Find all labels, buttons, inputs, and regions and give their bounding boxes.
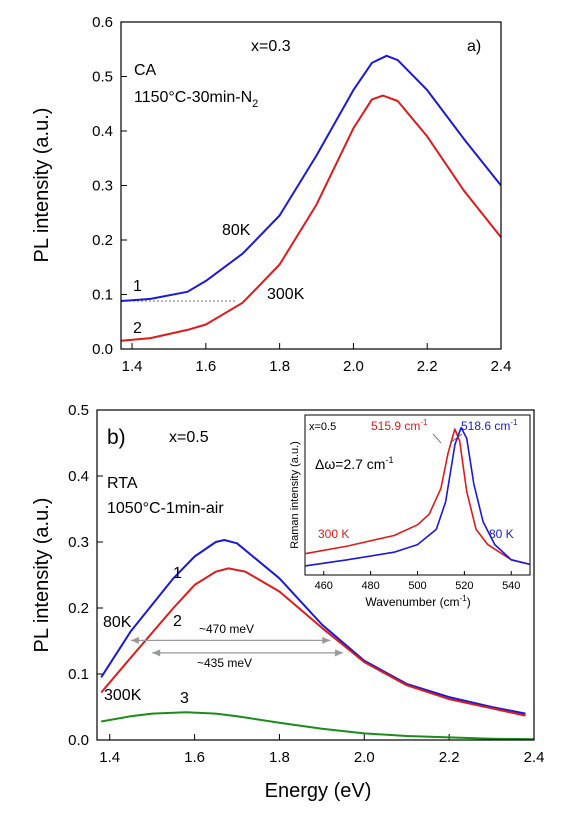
inset-peak-blue-text: 518.6 cm: [461, 419, 510, 433]
inset-label-300k: 300 K: [318, 527, 349, 541]
y-tick-label-b: 0.4: [68, 468, 89, 485]
plot-frame-b: [96, 409, 535, 741]
condition-label-b: 1050°C-1min-air: [107, 500, 224, 517]
shift-435-label: ~435 meV: [197, 656, 252, 670]
shift-arrow-head-right-2: [335, 649, 344, 657]
condition-label-a: 1150°C-30min-N2: [134, 89, 258, 110]
condition-sub-a: 2: [252, 98, 258, 110]
inset-peak-red-sup: -1: [420, 418, 428, 427]
y-ticks-a: 0.0 0.1 0.2 0.3 0.4 0.5 0.6: [92, 14, 127, 358]
y-tick-label-a: 0.4: [92, 123, 113, 140]
composition-label-a: x=0.3: [251, 38, 291, 55]
y-tick-label-b: 0.5: [68, 402, 89, 419]
x-tick-label-b: 2.0: [354, 749, 375, 766]
inset-x-tick-label: 520: [455, 580, 473, 592]
x-tick-label-a: 1.8: [269, 358, 290, 375]
panel-label-a: a): [467, 38, 481, 55]
y-tick-label-a: 0.6: [92, 14, 113, 31]
inset-x-ticks: 460 480 500 520 540: [315, 571, 520, 592]
panel-a: PL intensity (a.u.) 0.00.10.20.30.40.50.…: [31, 14, 511, 375]
shift-470-label: ~470 meV: [199, 622, 254, 636]
y-tick-label-a: 0.3: [92, 178, 113, 195]
series-group-b: [100, 539, 535, 741]
x-tick-label-b: 1.8: [269, 749, 290, 766]
method-label-b: RTA: [107, 475, 138, 492]
curve-2-label-a: 2: [133, 320, 142, 337]
energy-shift-arrows: [130, 636, 344, 657]
curve-1-label-a: 1: [133, 278, 142, 295]
inset-delta-omega: Δω=2.7 cm-1: [315, 455, 394, 472]
series-group-a: [120, 54, 502, 342]
x-tick-label-b: 1.4: [99, 749, 120, 766]
y-tick-label-a: 0.2: [92, 232, 113, 249]
y-ticks-b: 0.0 0.1 0.2 0.3 0.4 0.5: [68, 402, 103, 749]
x-tick-label-a: 2.2: [417, 358, 438, 375]
inset-peak-blue-pointer: [449, 433, 463, 444]
inset-x-tick-label: 540: [502, 580, 520, 592]
inset-x-label-sup: -1: [460, 594, 468, 603]
inset-peak-blue-sup: -1: [510, 418, 518, 427]
inset-peak-red-pointer: [432, 433, 442, 444]
series-line-a-1: [120, 54, 502, 302]
panel-b: PL intensity (a.u.) Energy (eV) 0.00.10.…: [31, 402, 544, 802]
y-tick-label-b: 0.2: [68, 600, 89, 617]
y-axis-label-a: PL intensity (a.u.): [31, 108, 53, 263]
inset-delta-sup: -1: [385, 455, 393, 465]
label-300k-a: 300K: [267, 286, 305, 303]
x-ticks-a: 1.4 1.6 1.8 2.0 2.2 2.4: [122, 343, 512, 375]
inset-peak-red-text: 515.9 cm: [371, 419, 420, 433]
y-tick-label-a: 0.5: [92, 69, 113, 86]
x-axis-label-b: Energy (eV): [265, 780, 372, 802]
y-tick-label-b: 0.1: [68, 666, 89, 683]
inset-series-line-1: [304, 428, 531, 566]
label-300k-b: 300K: [104, 687, 142, 704]
curve-3-label-b: 3: [180, 690, 189, 707]
panel-label-b: b): [107, 426, 126, 449]
raman-inset: 460 480 500 520 540 Raman intensity (a.u.) W…: [289, 414, 531, 609]
series-line-b-3: [101, 711, 535, 741]
inset-x-label-main: Wavenumber (cm: [365, 595, 459, 609]
composition-label-b: x=0.5: [169, 429, 209, 446]
inset-x-axis-label: Wavenumber (cm-1): [365, 594, 470, 609]
inset-y-axis-label: Raman intensity (a.u.): [289, 441, 301, 549]
x-tick-label-b: 2.2: [439, 749, 460, 766]
inset-x-label-end: ): [467, 595, 471, 609]
shift-arrow-head-left-2: [152, 649, 161, 657]
series-line-b-1: [100, 539, 526, 715]
y-tick-label-b: 0.0: [68, 732, 89, 749]
inset-x-tick-label: 500: [408, 580, 426, 592]
curve-2-label-b: 2: [173, 613, 182, 630]
series-line-b-2: [100, 567, 526, 717]
shift-arrow-head-left-1: [130, 636, 139, 644]
inset-x-tick-label: 460: [315, 580, 333, 592]
inset-peak-red: 515.9 cm-1: [371, 418, 428, 433]
label-80k-b: 80K: [103, 614, 132, 631]
y-tick-label-b: 0.3: [68, 534, 89, 551]
x-tick-label-a: 1.4: [122, 358, 143, 375]
label-80k-a: 80K: [222, 222, 251, 239]
x-tick-label-b: 2.4: [524, 749, 545, 766]
plot-frame-a: [120, 21, 502, 350]
y-tick-label-a: 0.0: [92, 341, 113, 358]
shift-arrow-head-right-1: [322, 636, 331, 644]
curve-1-label-b: 1: [173, 565, 182, 582]
series-line-a-2: [120, 94, 502, 342]
inset-label-80k: 80 K: [489, 527, 514, 541]
y-tick-label-a: 0.1: [92, 287, 113, 304]
y-axis-label-b: PL intensity (a.u.): [31, 498, 53, 653]
inset-series-group: [304, 426, 531, 567]
inset-series-line-2: [304, 426, 531, 567]
method-label-a: CA: [134, 62, 157, 79]
inset-delta-text: Δω=2.7 cm: [315, 456, 385, 472]
inset-composition: x=0.5: [309, 421, 336, 433]
x-tick-label-a: 2.4: [491, 358, 512, 375]
inset-peak-blue: 518.6 cm-1: [461, 418, 518, 433]
inset-x-tick-label: 480: [361, 580, 379, 592]
x-ticks-b: 1.4 1.6 1.8 2.0 2.2 2.4: [99, 734, 544, 766]
condition-main-a: 1150°C-30min-N: [134, 89, 252, 106]
x-tick-label-a: 1.6: [195, 358, 216, 375]
x-tick-label-a: 2.0: [343, 358, 364, 375]
x-tick-label-b: 1.6: [184, 749, 205, 766]
